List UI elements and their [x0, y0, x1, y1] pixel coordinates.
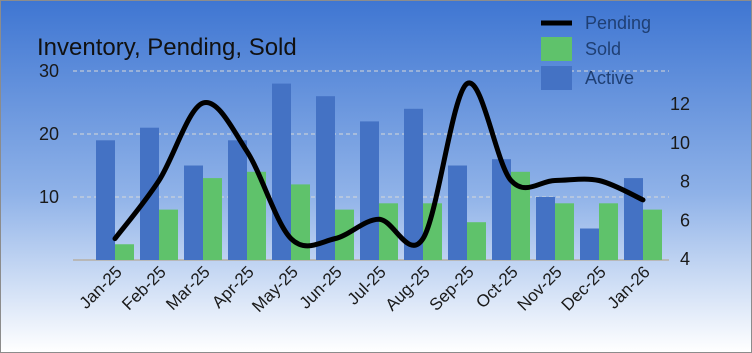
legend-swatch-sold — [541, 37, 572, 61]
legend-label-active: Active — [585, 68, 634, 88]
bar-sold — [599, 203, 618, 260]
bar-active — [492, 159, 511, 260]
bar-sold — [511, 171, 530, 260]
legend-label-pending: Pending — [585, 13, 651, 33]
right-tick-label: 4 — [680, 249, 690, 269]
right-tick-label: 6 — [680, 210, 690, 230]
bar-sold — [643, 209, 662, 260]
bar-active — [448, 165, 467, 260]
right-axis: 4 6 8 10 12 — [670, 94, 690, 269]
bar-sold — [555, 203, 574, 260]
bar-active — [404, 108, 423, 260]
bar-active — [96, 140, 115, 260]
left-tick-label: 30 — [39, 61, 59, 81]
bar-active — [580, 228, 599, 260]
bar-sold — [247, 171, 266, 260]
bar-sold — [379, 203, 398, 260]
bar-sold — [423, 203, 442, 260]
bar-sold — [203, 178, 222, 260]
bar-active — [360, 121, 379, 261]
legend-label-sold: Sold — [585, 39, 621, 59]
bar-sold — [115, 244, 134, 260]
bar-sold — [291, 184, 310, 260]
chart-title: Inventory, Pending, Sold — [37, 34, 297, 61]
bar-active — [228, 140, 247, 260]
bar-active — [184, 165, 203, 260]
bar-active — [536, 197, 555, 260]
left-axis: 10 20 30 — [39, 61, 59, 207]
left-tick-label: 10 — [39, 187, 59, 207]
bar-sold — [467, 222, 486, 260]
right-tick-label: 8 — [680, 172, 690, 192]
left-tick-label: 20 — [39, 124, 59, 144]
legend-swatch-active — [541, 66, 572, 90]
right-tick-label: 10 — [670, 133, 690, 153]
bar-sold — [159, 209, 178, 260]
legend: Pending Sold Active — [541, 13, 651, 90]
pending-line — [112, 80, 646, 249]
bar-active — [316, 96, 335, 260]
right-tick-label: 12 — [670, 94, 690, 114]
